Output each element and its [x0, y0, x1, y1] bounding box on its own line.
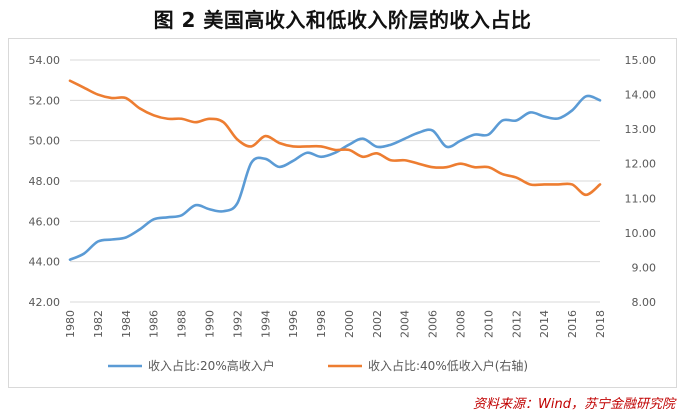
x-tick-label: 2012: [510, 310, 523, 338]
y-left-tick-label: 50.00: [29, 135, 61, 148]
y-left-tick-label: 44.00: [29, 256, 61, 269]
y-right-tick-label: 11.00: [625, 192, 657, 205]
y-right-tick-label: 8.00: [632, 296, 657, 309]
source-note: 资料来源：Wind，苏宁金融研究院: [473, 397, 675, 412]
x-tick-label: 2016: [566, 310, 579, 338]
chart-area-frame: [8, 38, 677, 388]
x-tick-label: 2006: [427, 310, 440, 338]
chart-title: 图 2 美国高收入和低收入阶层的收入占比: [153, 8, 532, 32]
y-right-tick-label: 13.00: [625, 123, 657, 136]
y-right-tick-label: 9.00: [632, 261, 657, 274]
series-line-2: [68, 79, 602, 197]
x-tick-label: 2008: [455, 310, 468, 338]
x-tick-label: 2004: [399, 310, 412, 338]
x-tick-label: 2018: [594, 310, 607, 338]
y-left-tick-label: 54.00: [29, 54, 61, 67]
y-right-tick-label: 10.00: [625, 227, 657, 240]
series-line-1: [68, 94, 602, 261]
x-tick-label: 1986: [148, 310, 161, 338]
x-tick-label: 1982: [92, 310, 105, 338]
y-right-tick-label: 12.00: [625, 158, 657, 171]
x-tick-label: 2002: [371, 310, 384, 338]
y-left-tick-label: 48.00: [29, 175, 61, 188]
legend-label-2: 收入占比:40%低收入户(右轴): [368, 358, 528, 373]
y-right-tick-label: 14.00: [625, 89, 657, 102]
y-left-tick-label: 46.00: [29, 215, 61, 228]
y-left-tick-label: 52.00: [29, 94, 61, 107]
y-left-tick-label: 42.00: [29, 296, 61, 309]
x-tick-label: 2010: [482, 310, 495, 338]
x-tick-label: 1994: [259, 310, 272, 338]
x-tick-label: 1998: [315, 310, 328, 338]
x-tick-label: 2000: [343, 310, 356, 338]
x-tick-label: 1990: [203, 310, 216, 338]
x-tick-label: 1984: [120, 310, 133, 338]
x-tick-label: 1992: [231, 310, 244, 338]
x-tick-label: 1996: [287, 310, 300, 338]
x-tick-label: 1988: [176, 310, 189, 338]
x-tick-label: 2014: [538, 310, 551, 338]
x-tick-label: 1980: [64, 310, 77, 338]
y-right-tick-label: 15.00: [625, 54, 657, 67]
legend-label-1: 收入占比:20%高收入户: [148, 358, 275, 373]
